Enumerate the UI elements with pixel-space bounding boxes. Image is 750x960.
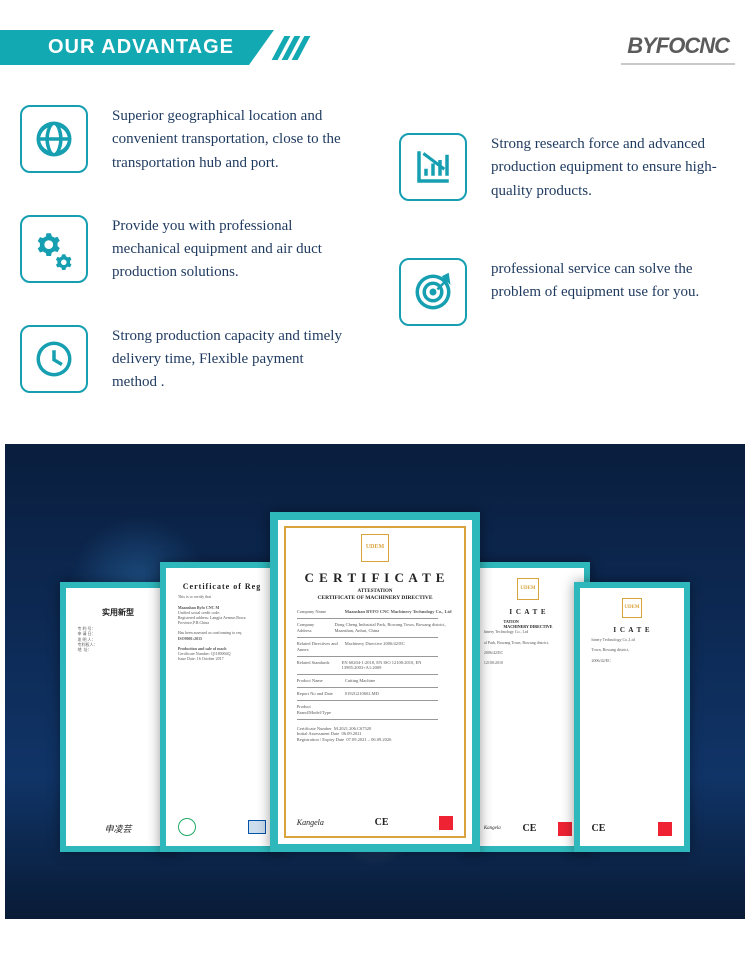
advantage-text: Superior geographical location and conve… [112, 105, 351, 175]
cert-subtitle2: CERTIFICATE OF MACHINERY DIRECTIVE [317, 595, 432, 602]
header-title: OUR ADVANTAGE [48, 36, 234, 58]
cert-body: hinery Technology Co.,Ltd Town, Bowang d… [592, 637, 673, 663]
certificates-row: 实用新型 专 利 号：申 请 日：发 明 人：专利权人：地 址： 申凌芸 Cer… [68, 512, 682, 852]
cert-subtitle: TATIONMACHINERY DIRECTIVE [504, 619, 553, 629]
advantage-item: Strong production capacity and timely de… [20, 325, 351, 395]
clock-icon [20, 325, 88, 393]
target-icon [399, 258, 467, 326]
header-left: OUR ADVANTAGE [0, 30, 304, 65]
certificate-card: 实用新型 专 利 号：申 请 日：发 明 人：专利权人：地 址： 申凌芸 [60, 582, 176, 852]
cert-footer [178, 818, 266, 836]
signature: 申凌芸 [104, 824, 131, 836]
certificates-banner: 实用新型 专 利 号：申 请 日：发 明 人：专利权人：地 址： 申凌芸 Cer… [5, 444, 745, 919]
certificate-card-main: UDEM C E R T I F I C A T E ATTESTATION C… [270, 512, 480, 852]
chart-icon [399, 133, 467, 201]
cert-heading: I C A T E [613, 626, 650, 635]
certificate-card: UDEM I C A T E TATIONMACHINERY DIRECTIVE… [466, 562, 590, 852]
certificate-card: Certificate of Reg This is to certify th… [160, 562, 284, 852]
certificate-card: UDEM I C A T E hinery Technology Co.,Ltd… [574, 582, 690, 852]
udem-stamp-icon [439, 816, 453, 830]
cert-heading: I C A T E [509, 608, 546, 617]
cert-body: hinery Technology Co., Ltd al Park, Bowa… [484, 629, 572, 665]
cert-body: This is to certify that Maanshan Byfo CN… [178, 594, 266, 661]
cert-body: 专 利 号：申 请 日：发 明 人：专利权人：地 址： [78, 626, 159, 652]
advantage-item: Superior geographical location and conve… [20, 105, 351, 175]
ce-mark: CE [375, 816, 389, 829]
advantages-col-right: Strong research force and advanced produ… [399, 105, 730, 394]
advantage-item: professional service can solve the probl… [399, 258, 730, 326]
gears-icon [20, 215, 88, 283]
cert-body: Company NameMaanshan BYFO CNC Machinery … [297, 606, 453, 743]
brand-logo: BYFOCNC [621, 31, 735, 65]
advantage-text: Strong research force and advanced produ… [491, 133, 730, 203]
advantage-item: Provide you with professional mechanical… [20, 215, 351, 285]
udem-badge: UDEM [517, 578, 539, 600]
cert-main-title: C E R T I F I C A T E [305, 570, 446, 587]
udem-badge: UDEM [361, 534, 389, 562]
cert-title: 实用新型 [102, 608, 134, 618]
cert-heading: Certificate of Reg [183, 582, 261, 592]
cert-footer: Kangela CE [297, 816, 453, 830]
cert-footer: Kangela CE [484, 822, 572, 836]
advantage-text: Provide you with professional mechanical… [112, 215, 351, 285]
advantage-text: Strong production capacity and timely de… [112, 325, 351, 395]
advantage-text: professional service can solve the probl… [491, 258, 730, 305]
advantage-item: Strong research force and advanced produ… [399, 133, 730, 203]
globe-icon [20, 105, 88, 173]
udem-badge: UDEM [622, 598, 642, 618]
header-title-bar: OUR ADVANTAGE [0, 30, 274, 65]
cert-footer: CE [592, 822, 673, 836]
section-header: OUR ADVANTAGE BYFOCNC [0, 30, 750, 65]
advantages-grid: Superior geographical location and conve… [0, 65, 750, 444]
advantages-col-left: Superior geographical location and conve… [20, 105, 351, 394]
